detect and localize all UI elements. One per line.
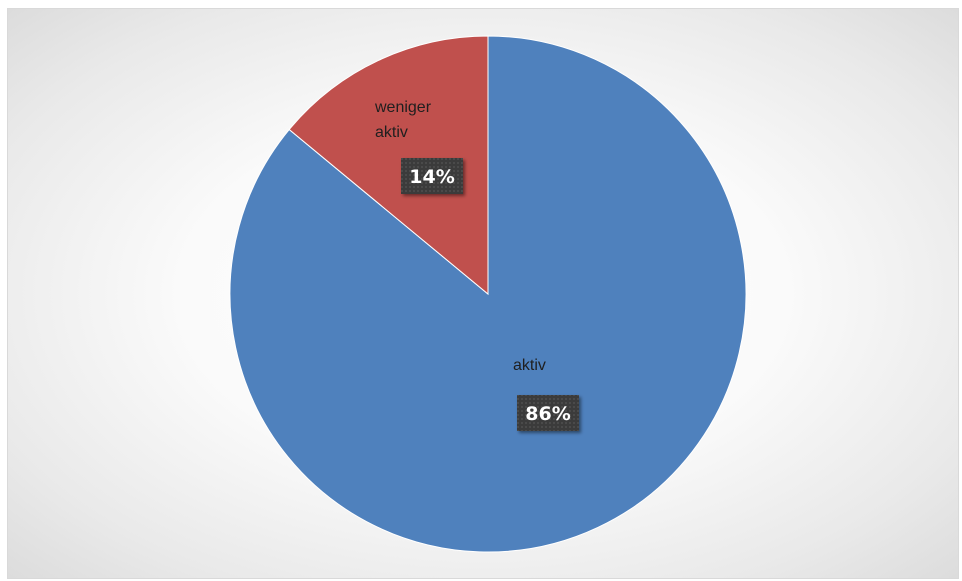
category-label: aktiv	[513, 357, 546, 374]
data-label: 14%	[409, 166, 454, 188]
category-label: weniger	[374, 99, 432, 116]
data-label: 86%	[525, 403, 570, 425]
data-label-box	[401, 158, 463, 194]
pie-slice-weniger-aktiv	[288, 35, 489, 296]
chart-area: aktiv 86% weniger aktiv 14%	[7, 8, 959, 579]
pie-chart: aktiv 86% weniger aktiv 14%	[229, 35, 747, 553]
data-label-box	[517, 395, 579, 431]
category-label: aktiv	[375, 124, 408, 141]
pie-labels: aktiv 86% weniger aktiv 14%	[374, 99, 579, 431]
pie-slices	[229, 35, 747, 553]
